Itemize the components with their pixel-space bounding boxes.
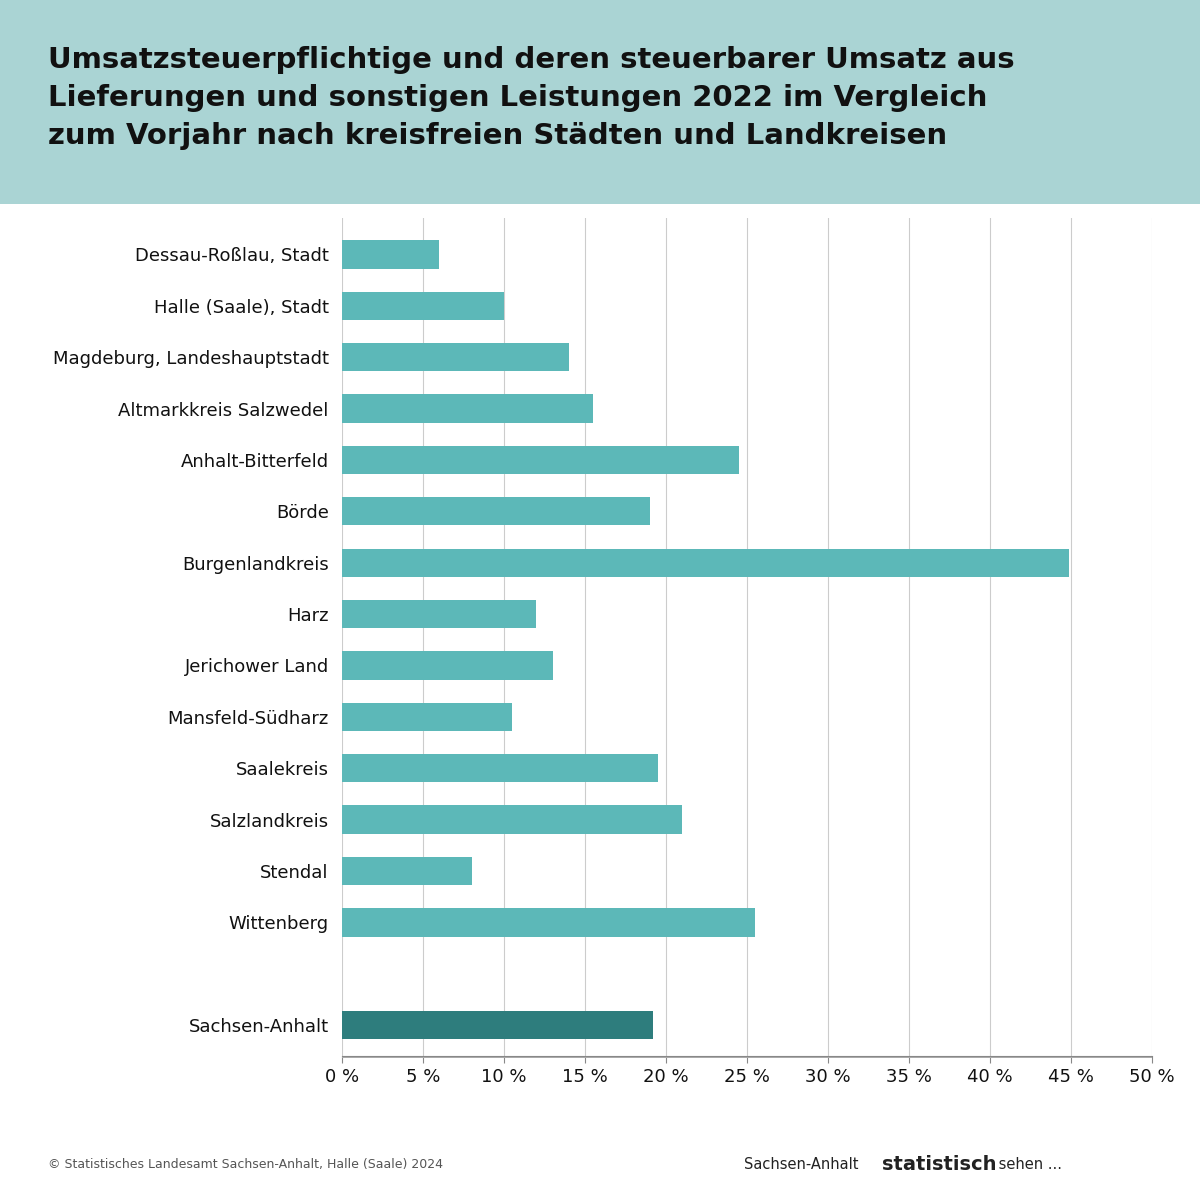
Bar xyxy=(342,292,504,320)
Bar xyxy=(342,652,552,679)
Bar xyxy=(342,754,658,782)
Bar xyxy=(342,857,472,886)
Bar xyxy=(342,497,650,526)
Bar xyxy=(342,240,439,269)
Bar xyxy=(342,908,755,936)
Text: Sachsen-Anhalt: Sachsen-Anhalt xyxy=(744,1157,863,1172)
Bar xyxy=(342,600,536,629)
Bar xyxy=(342,805,682,834)
Bar xyxy=(342,1012,653,1039)
Text: statistisch: statistisch xyxy=(882,1156,996,1175)
Bar xyxy=(342,343,569,371)
Text: Umsatzsteuerpflichtige und deren steuerbarer Umsatz aus
Lieferungen und sonstige: Umsatzsteuerpflichtige und deren steuerb… xyxy=(48,46,1015,150)
Bar xyxy=(342,703,512,731)
Bar xyxy=(342,395,593,422)
Bar xyxy=(342,445,739,474)
Bar xyxy=(342,548,1069,577)
Text: sehen ...: sehen ... xyxy=(994,1157,1062,1172)
Text: © Statistisches Landesamt Sachsen-Anhalt, Halle (Saale) 2024: © Statistisches Landesamt Sachsen-Anhalt… xyxy=(48,1158,443,1171)
